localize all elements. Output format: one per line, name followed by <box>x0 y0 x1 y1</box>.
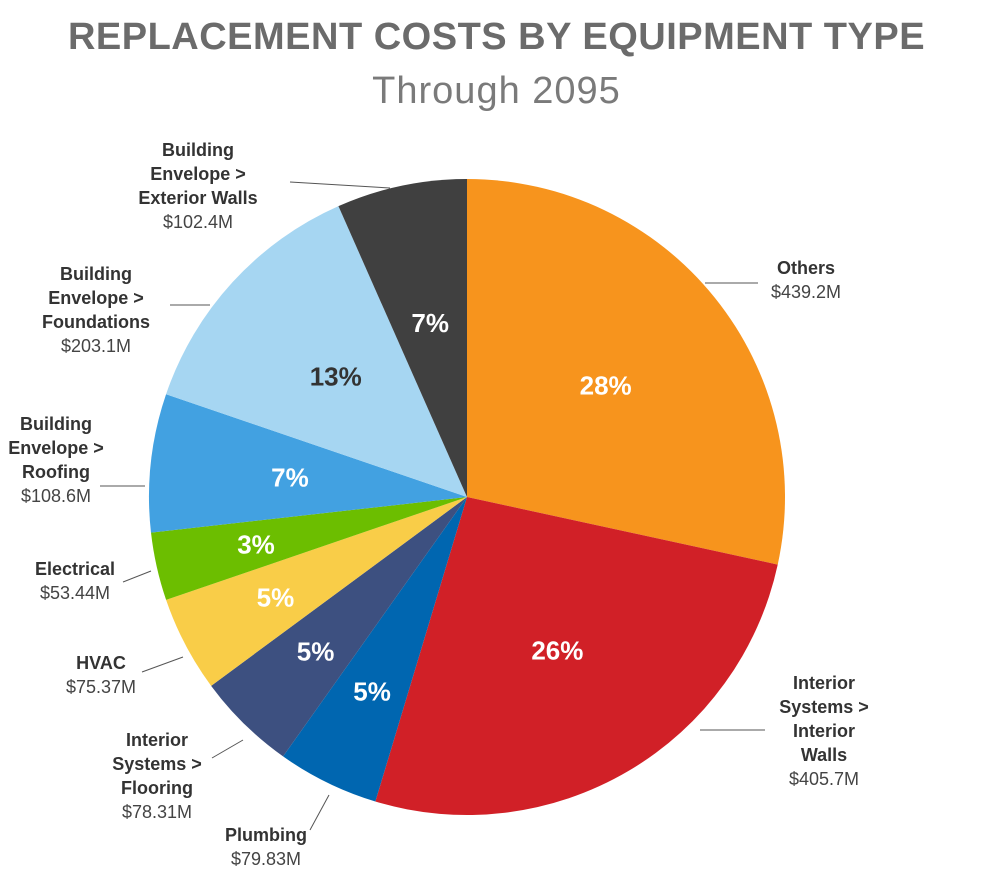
percent-label: 3% <box>237 529 275 559</box>
slice-value: $79.83M <box>230 849 302 869</box>
slice-value: $203.1M <box>60 336 132 356</box>
slice-label: Building Envelope > Foundations $203.1M <box>42 262 150 358</box>
slice-value: $53.44M <box>39 583 111 603</box>
pie-slice <box>166 206 467 497</box>
slice-name: Building <box>162 140 234 160</box>
slice-name: Electrical <box>34 559 116 579</box>
slice-name: Plumbing <box>225 825 307 845</box>
pie-slice <box>467 179 785 565</box>
slice-name: Interior <box>792 673 855 693</box>
chart-subtitle: Through 2095 <box>372 70 621 112</box>
pie-slice <box>375 497 778 815</box>
slice-name: Walls <box>800 745 848 765</box>
slice-name: Systems > <box>779 697 869 717</box>
percent-label: 7% <box>411 308 449 338</box>
pie-slice <box>148 394 467 533</box>
slice-label: Interior Systems > Interior Walls $405.7M <box>779 671 869 791</box>
slice-value: $405.7M <box>788 769 860 789</box>
slice-value: $75.37M <box>65 677 137 697</box>
slice-label: Others $439.2M <box>771 256 841 304</box>
chart-title: REPLACEMENT COSTS BY EQUIPMENT TYPE <box>67 16 926 58</box>
slice-label: Electrical $53.44M <box>35 557 115 605</box>
leader-line <box>141 656 184 673</box>
percent-label: 5% <box>353 676 391 706</box>
slice-name: Envelope > <box>48 288 144 308</box>
leader-line <box>289 181 391 189</box>
leader-line <box>309 794 330 831</box>
leader-line <box>211 739 244 759</box>
slice-name: Systems > <box>112 754 202 774</box>
slice-label: Building Envelope > Roofing $108.6M <box>8 412 104 508</box>
pie-slice <box>166 497 468 686</box>
slice-label: Interior Systems > Flooring $78.31M <box>112 728 202 824</box>
percent-label: 7% <box>271 463 309 493</box>
slice-label: Building Envelope > Exterior Walls $102.4M <box>138 138 257 234</box>
slice-name: Interior <box>125 730 188 750</box>
slice-name: Foundations <box>42 312 150 332</box>
pie-slice <box>338 179 467 497</box>
leader-line <box>122 570 152 583</box>
slice-value: $439.2M <box>770 282 842 302</box>
percent-label: 26% <box>531 635 583 665</box>
slice-label: HVAC $75.37M <box>66 651 136 699</box>
percent-label: 5% <box>257 582 295 612</box>
percent-label: 28% <box>580 370 632 400</box>
slice-name: HVAC <box>76 653 126 673</box>
slice-name: Exterior Walls <box>138 188 258 208</box>
percent-label: 5% <box>297 636 335 666</box>
pie-slice <box>151 497 467 600</box>
slice-name: Interior <box>792 721 855 741</box>
percent-label: 13% <box>310 362 362 392</box>
slice-name: Building <box>20 414 92 434</box>
slice-value: $102.4M <box>162 212 234 232</box>
slice-name: Others <box>776 258 836 278</box>
pie-slice <box>283 497 467 802</box>
slice-value: $108.6M <box>20 486 92 506</box>
slice-value: $78.31M <box>121 802 193 822</box>
pie-slice <box>211 497 467 757</box>
slice-name: Flooring <box>121 778 193 798</box>
slice-label: Plumbing $79.83M <box>225 823 307 871</box>
slice-name: Envelope > <box>8 438 104 458</box>
slice-name: Roofing <box>22 462 90 482</box>
slice-name: Building <box>60 264 132 284</box>
slice-name: Envelope > <box>150 164 246 184</box>
